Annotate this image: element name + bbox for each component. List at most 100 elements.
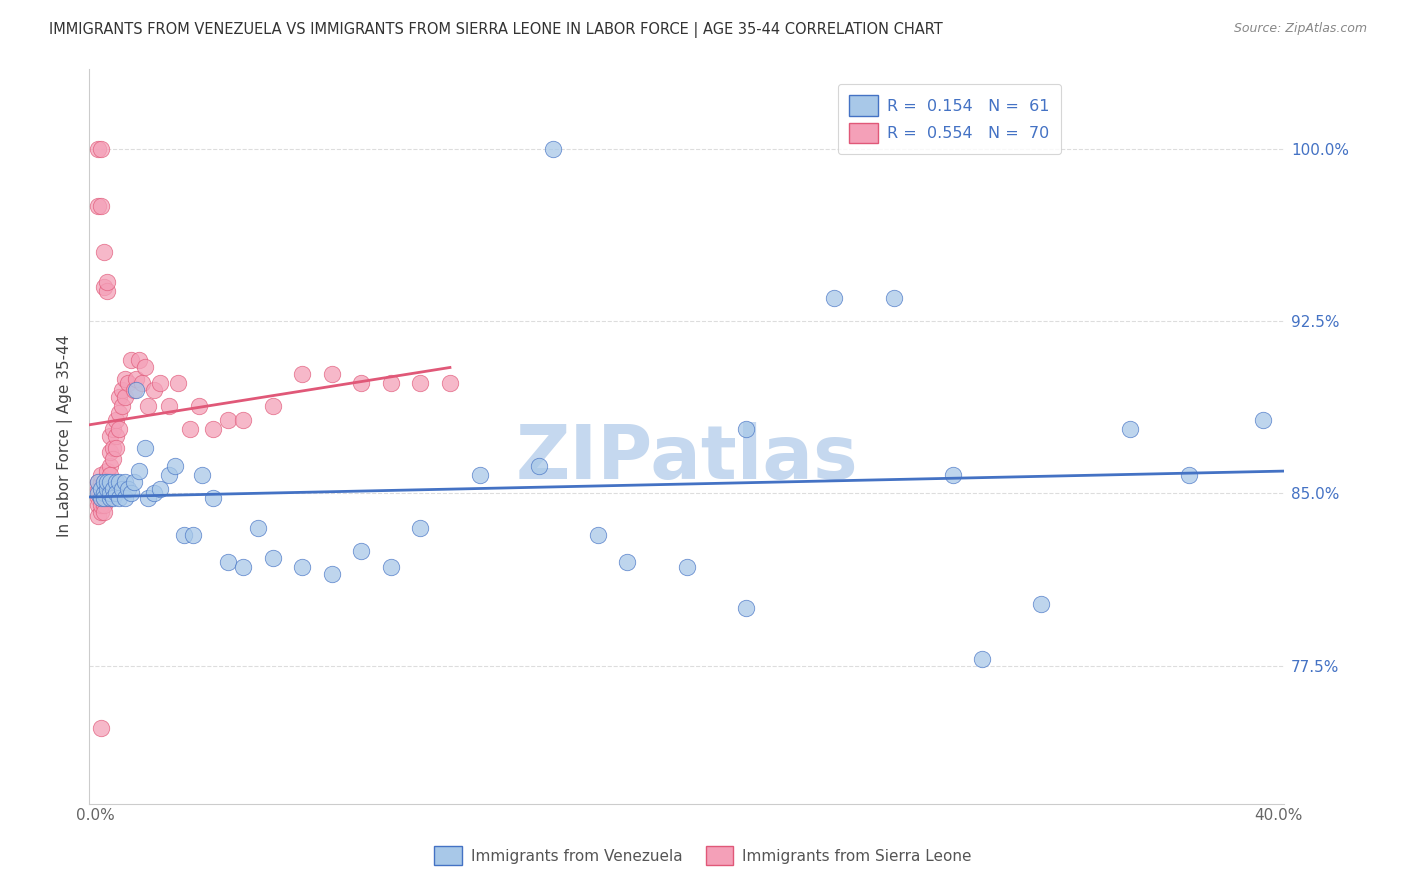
Point [125,371,148,385]
Point [468,468,491,483]
Point [114,491,136,505]
Text: ZIPatlas: ZIPatlas [515,422,858,495]
Point [120,353,142,368]
Point [128,463,150,477]
Text: IMMIGRANTS FROM VENEZUELA VS IMMIGRANTS FROM SIERRA LEONE IN LABOR FORCE | AGE 3: IMMIGRANTS FROM VENEZUELA VS IMMIGRANTS … [49,22,943,38]
Point [93,498,115,512]
Point [107,406,129,420]
Point [90,468,112,483]
Point [87,509,110,524]
Point [134,360,156,375]
Point [1031,597,1053,611]
Point [87,475,110,489]
Point [93,505,115,519]
Y-axis label: In Labor Force | Age 35-44: In Labor Force | Age 35-44 [58,334,73,537]
Point [96,463,118,477]
Point [823,291,845,305]
Point [675,560,697,574]
Point [93,482,115,496]
Point [87,486,110,500]
Point [409,521,432,535]
Point [321,566,343,581]
Point [114,390,136,404]
Point [179,422,201,436]
Point [87,142,110,156]
Point [96,475,118,489]
Point [380,376,402,391]
Point [136,399,159,413]
Point [107,475,129,489]
Point [96,275,118,289]
Point [1178,468,1201,483]
Point [98,458,121,473]
Point [157,468,180,483]
Point [143,486,166,500]
Point [90,199,112,213]
Text: Source: ZipAtlas.com: Source: ZipAtlas.com [1233,22,1367,36]
Point [93,475,115,489]
Point [117,482,139,496]
Point [96,491,118,505]
Point [107,491,129,505]
Point [262,550,284,565]
Point [616,556,638,570]
Point [586,528,609,542]
Point [107,422,129,436]
Point [143,383,166,397]
Point [262,399,284,413]
Point [409,376,432,391]
Point [187,399,209,413]
Point [111,383,134,397]
Point [90,505,112,519]
Point [111,482,134,496]
Point [439,376,461,391]
Point [149,376,172,391]
Point [734,601,756,615]
Point [1119,422,1142,436]
Point [90,482,112,496]
Point [104,486,127,500]
Point [93,486,115,500]
Point [190,468,212,483]
Point [87,199,110,213]
Point [90,475,112,489]
Point [120,486,142,500]
Point [202,491,225,505]
Point [734,422,756,436]
Point [101,491,124,505]
Point [380,560,402,574]
Point [98,475,121,489]
Point [98,491,121,505]
Point [217,556,239,570]
Point [101,482,124,496]
Point [202,422,225,436]
Point [90,721,112,735]
Point [101,422,124,436]
Point [93,475,115,489]
Point [96,482,118,496]
Point [87,491,110,505]
Point [942,468,965,483]
Point [117,376,139,391]
Point [104,441,127,455]
Point [163,458,186,473]
Point [101,441,124,455]
Point [90,491,112,505]
Point [167,376,190,391]
Point [122,475,145,489]
Point [98,486,121,500]
Point [96,285,118,299]
Point [217,413,239,427]
Point [90,498,112,512]
Point [131,376,153,391]
Point [527,458,550,473]
Point [114,371,136,385]
Point [104,475,127,489]
Point [350,544,373,558]
Legend: R =  0.154   N =  61, R =  0.554   N =  70: R = 0.154 N = 61, R = 0.554 N = 70 [838,84,1062,154]
Point [90,142,112,156]
Point [87,482,110,496]
Point [98,445,121,459]
Point [321,367,343,381]
Point [87,498,110,512]
